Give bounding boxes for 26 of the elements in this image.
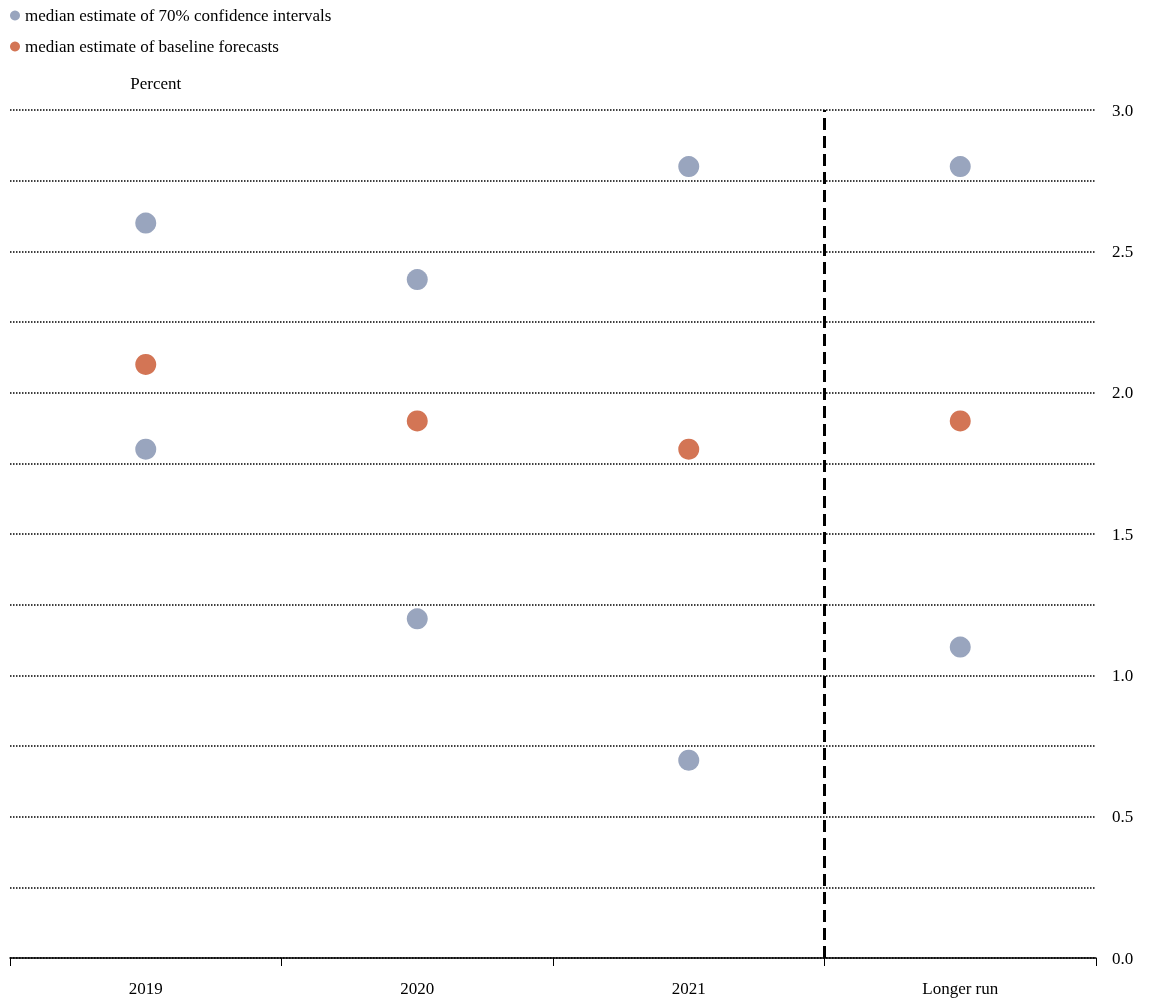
x-tick-label: 2021 bbox=[671, 979, 706, 998]
y-tick-label: 2.5 bbox=[1112, 241, 1134, 261]
y-axis-title: Percent bbox=[130, 74, 182, 93]
point bbox=[406, 269, 428, 291]
y-tick-label: 0.0 bbox=[1112, 948, 1134, 968]
y-tick-label: 0.5 bbox=[1112, 807, 1134, 827]
y-tick-label: 1.5 bbox=[1112, 524, 1134, 544]
point bbox=[406, 410, 428, 432]
point bbox=[949, 156, 971, 178]
point bbox=[678, 156, 700, 178]
point bbox=[949, 410, 971, 432]
point bbox=[678, 438, 700, 460]
point bbox=[135, 353, 157, 375]
point bbox=[135, 438, 157, 460]
y-tick-label: 3.0 bbox=[1112, 100, 1134, 120]
point bbox=[949, 636, 971, 658]
x-tick-label: 2019 bbox=[128, 979, 163, 998]
y-tick-label: 1.0 bbox=[1112, 665, 1134, 685]
point bbox=[678, 749, 700, 771]
y-tick-label: 2.0 bbox=[1112, 383, 1134, 403]
legend-label: median estimate of 70% confidence intervals bbox=[25, 6, 332, 25]
point bbox=[406, 608, 428, 630]
x-tick-label: 2020 bbox=[400, 979, 435, 998]
legend-label: median estimate of baseline forecasts bbox=[25, 37, 279, 56]
point bbox=[135, 212, 157, 234]
x-tick-label: Longer run bbox=[922, 979, 999, 998]
